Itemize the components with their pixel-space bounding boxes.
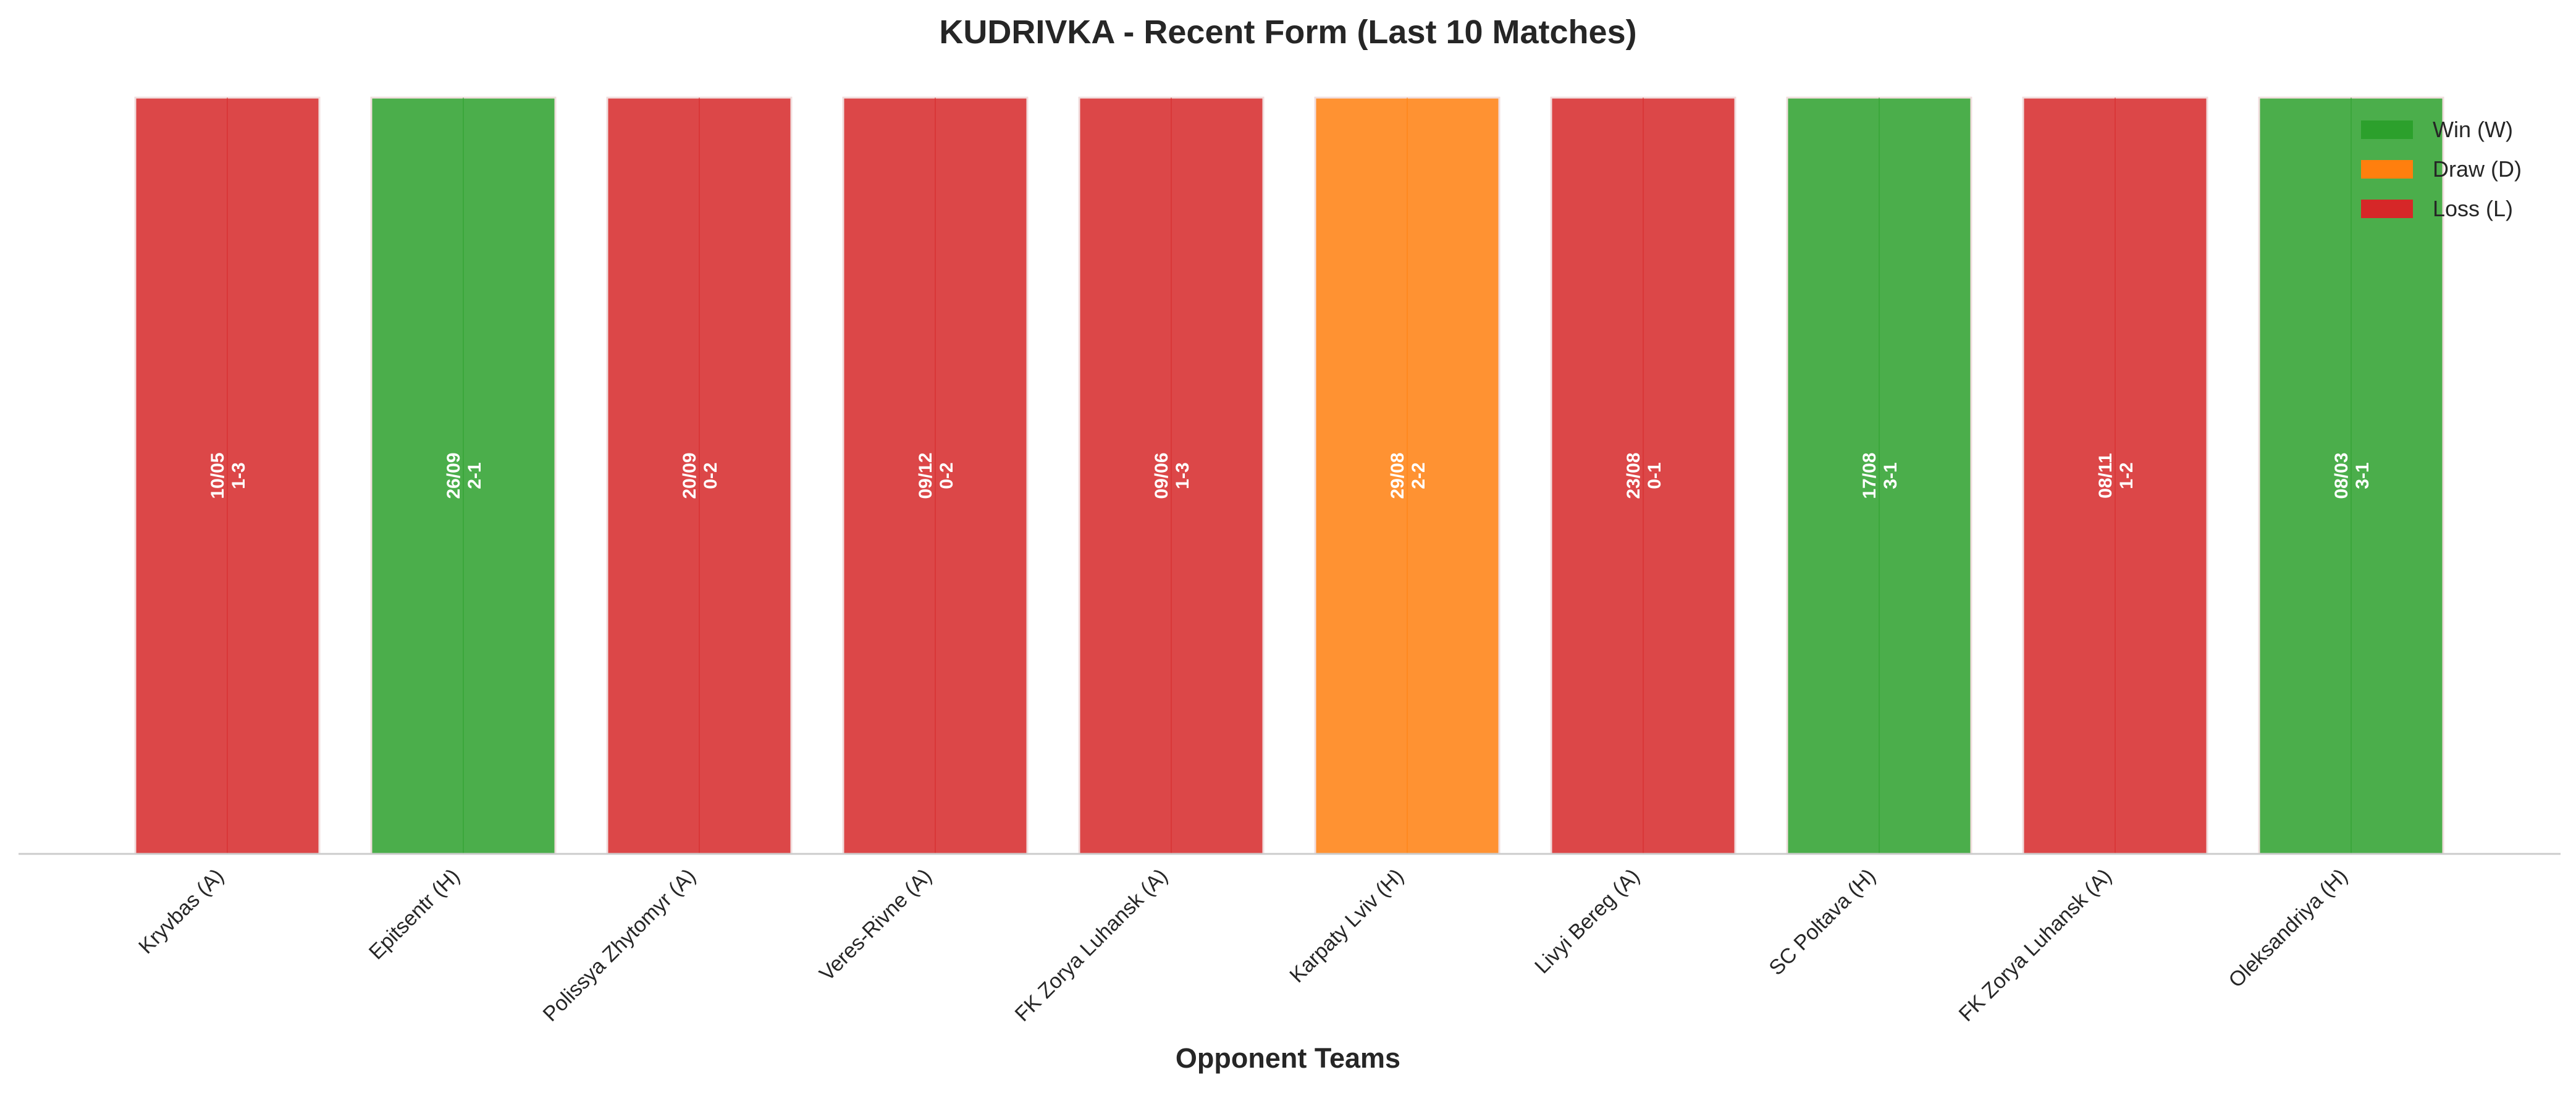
bar-data-label: 20/09 0-2: [680, 452, 721, 499]
match-score-label: 0-1: [1644, 462, 1665, 489]
bar-data-label: 23/08 0-1: [1623, 452, 1665, 499]
x-tick-label: Oleksandriya (H): [2224, 864, 2352, 992]
legend-label-d: Draw (D): [2433, 156, 2522, 182]
legend-swatch-d: [2361, 160, 2413, 179]
x-tick-label: Karpaty Lviv (H): [1285, 864, 1408, 987]
match-score-label: 2-1: [465, 462, 485, 489]
x-tick-labels-layer: Kryvbas (A) Epitsentr (H) Polissya Zhytomy…: [134, 864, 2352, 1026]
match-date-label: 23/08: [1623, 452, 1644, 499]
match-date-label: 20/09: [680, 452, 700, 499]
legend-swatch-w: [2361, 120, 2413, 139]
legend-label-w: Win (W): [2433, 117, 2513, 142]
bar-data-label: 08/11 1-2: [2095, 453, 2137, 498]
match-date-label: 08/03: [2331, 452, 2352, 499]
bar-data-label: 26/09 2-1: [444, 452, 485, 499]
legend-label-l: Loss (L): [2433, 196, 2513, 221]
x-tick-label: Kryvbas (A): [134, 864, 228, 958]
match-score-label: 1-3: [1172, 462, 1193, 489]
x-axis-label: Opponent Teams: [1176, 1042, 1400, 1074]
match-date-label: 29/08: [1387, 452, 1408, 499]
match-date-label: 09/06: [1151, 452, 1172, 499]
match-date-label: 17/08: [1859, 452, 1880, 499]
match-date-label: 08/11: [2095, 453, 2116, 498]
x-tick-label: FK Zorya Luhansk (A): [1955, 864, 2116, 1026]
chart-title: KUDRIVKA - Recent Form (Last 10 Matches): [939, 14, 1636, 51]
legend-swatch-l: [2361, 200, 2413, 218]
match-score-label: 1-2: [2116, 462, 2137, 489]
match-score-label: 1-3: [229, 462, 249, 489]
bar-data-label: 09/06 1-3: [1151, 452, 1193, 499]
x-tick-label: Polissya Zhytomyr (A): [539, 864, 701, 1026]
match-date-label: 26/09: [444, 452, 464, 499]
x-tick-label: Epitsentr (H): [364, 864, 465, 964]
legend: Win (W) Draw (D) Loss (L): [2361, 117, 2522, 221]
x-tick-label: FK Zorya Luhansk (A): [1011, 864, 1172, 1026]
bar-data-label: 17/08 3-1: [1859, 452, 1901, 499]
match-score-label: 2-2: [1408, 462, 1429, 489]
bars-layer: [134, 96, 2444, 855]
bar-data-label: 10/05 1-3: [208, 452, 249, 499]
match-score-label: 0-2: [701, 462, 721, 489]
bar-labels-layer: 10/05 1-3 26/09 2-1 20/09 0-2 09/12 0-2 09/06 1-3…: [208, 452, 2373, 499]
bar-data-label: 08/03 3-1: [2331, 452, 2373, 499]
bar-data-label: 09/12 0-2: [915, 452, 957, 499]
match-score-label: 0-2: [937, 462, 957, 489]
match-date-label: 10/05: [208, 452, 228, 499]
match-score-label: 3-1: [2352, 462, 2373, 489]
match-date-label: 09/12: [915, 452, 936, 499]
match-score-label: 3-1: [1880, 462, 1901, 489]
x-tick-label: SC Poltava (H): [1764, 864, 1880, 980]
x-tick-label: Livyi Bereg (A): [1530, 864, 1644, 979]
bar-data-label: 29/08 2-2: [1387, 452, 1429, 499]
x-tick-label: Veres-Rivne (A): [815, 864, 937, 986]
